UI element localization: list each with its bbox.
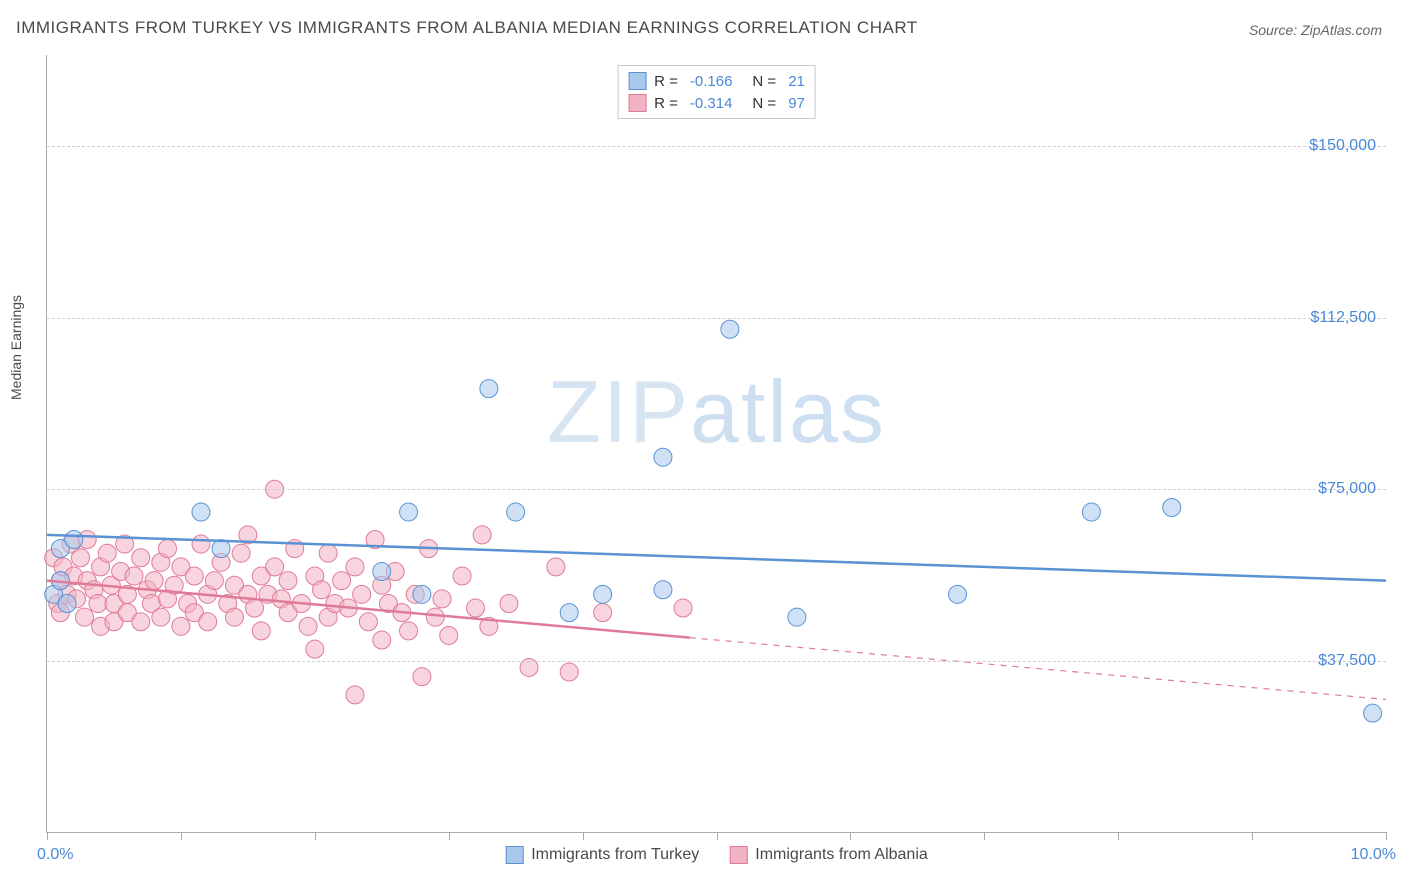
y-axis-label: Median Earnings bbox=[8, 295, 24, 400]
data-point bbox=[1364, 704, 1382, 722]
data-point bbox=[346, 686, 364, 704]
x-tick bbox=[717, 832, 718, 840]
x-tick bbox=[315, 832, 316, 840]
data-point bbox=[433, 590, 451, 608]
data-point bbox=[674, 599, 692, 617]
x-tick bbox=[1118, 832, 1119, 840]
data-point bbox=[373, 631, 391, 649]
x-tick bbox=[181, 832, 182, 840]
data-point bbox=[480, 380, 498, 398]
data-point bbox=[132, 549, 150, 567]
swatch-albania-icon bbox=[729, 846, 747, 864]
data-point bbox=[333, 572, 351, 590]
gridline bbox=[47, 318, 1386, 319]
data-point bbox=[426, 608, 444, 626]
data-point bbox=[299, 617, 317, 635]
data-point bbox=[473, 526, 491, 544]
data-point bbox=[400, 622, 418, 640]
data-point bbox=[266, 558, 284, 576]
data-point bbox=[440, 626, 458, 644]
x-axis-max-label: 10.0% bbox=[1351, 846, 1396, 864]
data-point bbox=[172, 617, 190, 635]
data-point bbox=[185, 567, 203, 585]
gridline bbox=[47, 661, 1386, 662]
legend-label-albania: Immigrants from Albania bbox=[755, 846, 928, 864]
data-point bbox=[312, 581, 330, 599]
data-point bbox=[192, 535, 210, 553]
series-legend: Immigrants from Turkey Immigrants from A… bbox=[505, 846, 928, 864]
data-point bbox=[654, 581, 672, 599]
data-point bbox=[560, 663, 578, 681]
data-point bbox=[1163, 498, 1181, 516]
data-point bbox=[89, 594, 107, 612]
plot-area: ZIPatlas R = -0.166 N = 21 R = -0.314 N … bbox=[46, 55, 1386, 833]
data-point bbox=[125, 567, 143, 585]
data-point bbox=[306, 640, 324, 658]
data-point bbox=[212, 540, 230, 558]
y-tick-label: $75,000 bbox=[1318, 480, 1376, 498]
data-point bbox=[75, 608, 93, 626]
y-tick-label: $112,500 bbox=[1310, 309, 1376, 327]
data-point bbox=[319, 544, 337, 562]
data-point bbox=[159, 540, 177, 558]
swatch-turkey-icon bbox=[505, 846, 523, 864]
data-point bbox=[192, 503, 210, 521]
data-point bbox=[199, 613, 217, 631]
data-point bbox=[279, 572, 297, 590]
data-point bbox=[560, 604, 578, 622]
data-point bbox=[500, 594, 518, 612]
x-tick bbox=[583, 832, 584, 840]
data-point bbox=[145, 572, 163, 590]
data-point bbox=[413, 668, 431, 686]
x-tick bbox=[850, 832, 851, 840]
scatter-svg bbox=[47, 55, 1386, 832]
legend-item-albania: Immigrants from Albania bbox=[729, 846, 928, 864]
data-point bbox=[466, 599, 484, 617]
gridline bbox=[47, 489, 1386, 490]
data-point bbox=[353, 585, 371, 603]
data-point bbox=[594, 604, 612, 622]
x-tick bbox=[1252, 832, 1253, 840]
data-point bbox=[205, 572, 223, 590]
x-tick bbox=[984, 832, 985, 840]
data-point bbox=[788, 608, 806, 626]
source-attribution: Source: ZipAtlas.com bbox=[1249, 22, 1382, 38]
data-point bbox=[413, 585, 431, 603]
data-point bbox=[453, 567, 471, 585]
data-point bbox=[1082, 503, 1100, 521]
chart-title: IMMIGRANTS FROM TURKEY VS IMMIGRANTS FRO… bbox=[16, 18, 918, 38]
data-point bbox=[132, 613, 150, 631]
data-point bbox=[232, 544, 250, 562]
data-point bbox=[547, 558, 565, 576]
data-point bbox=[65, 530, 83, 548]
data-point bbox=[949, 585, 967, 603]
x-tick bbox=[1386, 832, 1387, 840]
legend-label-turkey: Immigrants from Turkey bbox=[531, 846, 699, 864]
data-point bbox=[359, 613, 377, 631]
data-point bbox=[594, 585, 612, 603]
y-tick-label: $150,000 bbox=[1309, 137, 1376, 155]
y-tick-label: $37,500 bbox=[1318, 652, 1376, 670]
trend-line-extrapolated bbox=[690, 638, 1386, 700]
data-point bbox=[225, 608, 243, 626]
x-tick bbox=[47, 832, 48, 840]
gridline bbox=[47, 146, 1386, 147]
data-point bbox=[58, 594, 76, 612]
x-tick bbox=[449, 832, 450, 840]
data-point bbox=[252, 622, 270, 640]
data-point bbox=[98, 544, 116, 562]
data-point bbox=[373, 562, 391, 580]
legend-item-turkey: Immigrants from Turkey bbox=[505, 846, 699, 864]
data-point bbox=[71, 549, 89, 567]
data-point bbox=[721, 320, 739, 338]
x-axis-min-label: 0.0% bbox=[37, 846, 73, 864]
data-point bbox=[246, 599, 264, 617]
data-point bbox=[346, 558, 364, 576]
data-point bbox=[400, 503, 418, 521]
data-point bbox=[654, 448, 672, 466]
data-point bbox=[507, 503, 525, 521]
data-point bbox=[152, 608, 170, 626]
